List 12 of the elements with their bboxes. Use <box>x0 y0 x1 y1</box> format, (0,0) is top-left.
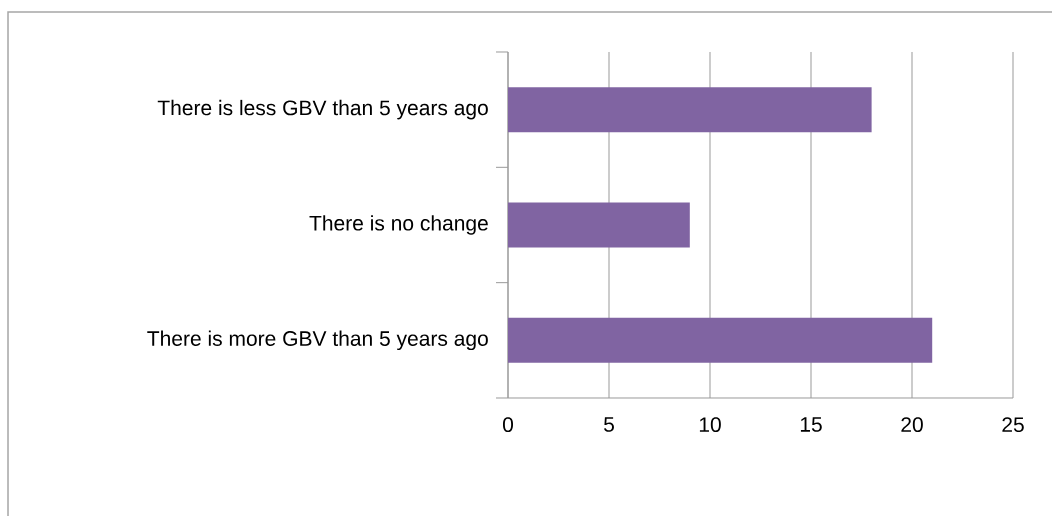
x-tick-label: 20 <box>901 417 923 433</box>
y-tick-label: There is no change <box>309 215 488 235</box>
y-tick-label: There is more GBV than 5 years ago <box>147 330 488 351</box>
x-tick-label: 10 <box>699 417 721 433</box>
bar <box>508 202 690 248</box>
bar <box>508 317 933 363</box>
y-tick-label: There is less GBV than 5 years ago <box>157 99 488 120</box>
x-tick-label: 5 <box>604 417 614 432</box>
x-tick-label: 15 <box>800 417 822 432</box>
x-tick-label: 25 <box>1002 417 1024 433</box>
bar <box>508 87 872 133</box>
x-tick-label: 0 <box>503 417 514 433</box>
